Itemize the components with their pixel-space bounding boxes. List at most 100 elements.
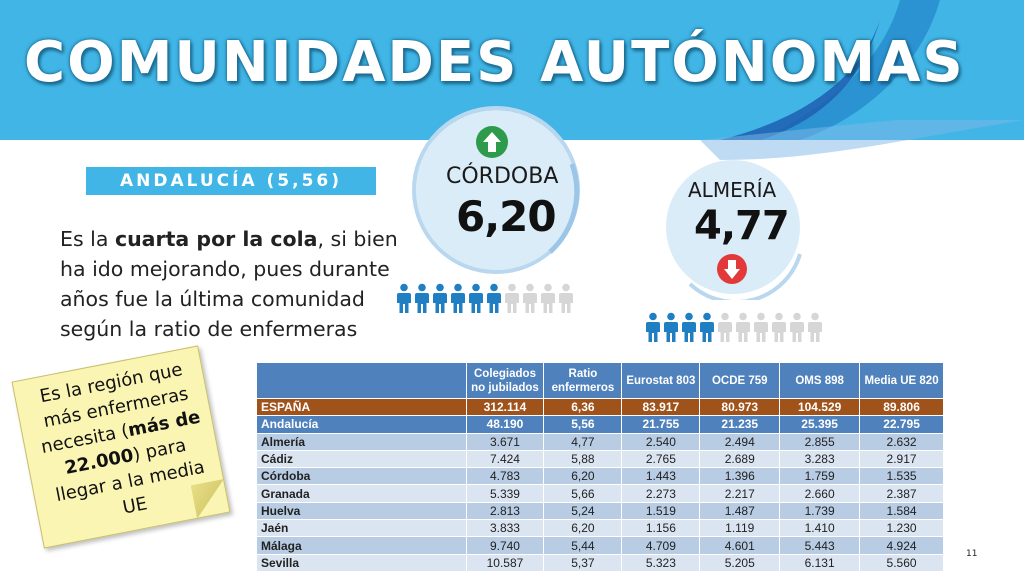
table-cell: 1.739 [779, 501, 861, 521]
person-icon [681, 312, 697, 346]
down-arrow-icon [717, 254, 747, 284]
table-cell: 4.924 [859, 536, 944, 555]
table-cell: 5.323 [621, 553, 701, 572]
description-part1: Es la [60, 227, 115, 251]
table-cell: 7.424 [465, 449, 545, 469]
table-cell: 312.114 [465, 397, 545, 417]
table-cell: 4.783 [465, 467, 545, 486]
sticky-note: Es la región que más enfermeras necesita… [11, 345, 231, 549]
header-curve [700, 120, 1024, 160]
table-cell: 22.795 [859, 415, 944, 434]
table-header: Ratio enfermeros [543, 362, 623, 399]
table-cell: 10.587 [465, 553, 545, 572]
table-cell: 1.156 [621, 519, 701, 538]
person-icon [396, 283, 412, 317]
circle-ring [688, 253, 802, 300]
table-row: Andalucía 48.190 5,56 21.755 21.235 25.395 22.… [256, 415, 944, 434]
people-ratio-cordoba [396, 283, 574, 317]
table-cell: 1.487 [699, 501, 781, 521]
page-title: COMUNIDADES AUTÓNOMAS [24, 30, 965, 95]
person-icon [450, 283, 466, 317]
description-text: Es la cuarta por la cola, si bien ha ido… [60, 224, 400, 344]
table-cell: 4.709 [621, 536, 701, 555]
table-cell: 3.283 [779, 449, 861, 469]
table-cell: 5.443 [779, 536, 861, 555]
table-cell: 6,20 [543, 519, 623, 538]
table-row: Málaga 9.740 5,44 4.709 4.601 5.443 4.924 [256, 536, 944, 555]
circle-ring [412, 106, 580, 274]
table-header: OCDE 759 [699, 362, 781, 399]
person-icon [663, 312, 679, 346]
table-cell: 6,36 [543, 397, 623, 417]
table-row-label: Córdoba [256, 467, 467, 486]
table-cell: 25.395 [779, 415, 861, 434]
table-header: Media UE 820 [859, 362, 944, 399]
table-header: OMS 898 [779, 362, 861, 399]
table-cell: 2.540 [621, 432, 701, 451]
table-cell: 2.494 [699, 432, 781, 451]
table-cell: 1.759 [779, 467, 861, 486]
person-icon [414, 283, 430, 317]
table-cell: 2.387 [859, 484, 944, 503]
table-cell: 5.560 [859, 553, 944, 572]
table-cell: 1.119 [699, 519, 781, 538]
table-cell: 2.273 [621, 484, 701, 503]
table-cell: 2.689 [699, 449, 781, 469]
table-row-label: Málaga [256, 536, 467, 555]
table-row: Jaén 3.833 6,20 1.156 1.119 1.410 1.230 [256, 519, 944, 538]
table-cell: 1.410 [779, 519, 861, 538]
table-row-label: ESPAÑA [256, 397, 467, 417]
table-cell: 1.535 [859, 467, 944, 486]
table-header: Eurostat 803 [621, 362, 701, 399]
table-cell: 48.190 [465, 415, 545, 434]
table-header: Colegiados no jubilados [465, 362, 545, 399]
table-row: Cádiz 7.424 5,88 2.765 2.689 3.283 2.917 [256, 449, 944, 469]
person-icon [504, 283, 520, 317]
highlight-value: 4,77 [694, 203, 790, 249]
table-cell: 3.671 [465, 432, 545, 451]
description-part2: , si bien ha ido mejorando, pues durante… [60, 227, 398, 341]
person-icon [522, 283, 538, 317]
person-icon [432, 283, 448, 317]
person-icon [789, 312, 805, 346]
table-cell: 6.131 [779, 553, 861, 572]
description-bold: cuarta por la cola [114, 227, 318, 251]
table-row-label: Jaén [256, 519, 467, 538]
people-ratio-almeria [645, 312, 823, 346]
region-label: ANDALUCÍA (5,56) [86, 167, 376, 195]
table-header-row: Colegiados no jubilados Ratio enfermeros… [256, 362, 944, 399]
person-icon [735, 312, 751, 346]
table-row-label: Granada [256, 484, 467, 503]
table-cell: 5.205 [699, 553, 781, 572]
person-icon [717, 312, 733, 346]
table-cell: 4.601 [699, 536, 781, 555]
table-cell: 1.443 [621, 467, 701, 486]
highlight-name: CÓRDOBA [446, 164, 559, 189]
table-row: Huelva 2.813 5,24 1.519 1.487 1.739 1.584 [256, 501, 944, 521]
table-cell: 3.833 [465, 519, 545, 538]
table-cell: 2.660 [779, 484, 861, 503]
table-cell: 2.632 [859, 432, 944, 451]
table-row: Córdoba 4.783 6,20 1.443 1.396 1.759 1.535 [256, 467, 944, 486]
swoosh-decoration [720, 0, 940, 140]
table-body: ESPAÑA 312.114 6,36 83.917 80.973 104.529 89.8… [256, 397, 944, 572]
table-cell: 2.217 [699, 484, 781, 503]
table-row: Granada 5.339 5,66 2.273 2.217 2.660 2.387 [256, 484, 944, 503]
table-row: Almería 3.671 4,77 2.540 2.494 2.855 2.632 [256, 432, 944, 451]
table-cell: 104.529 [779, 397, 861, 417]
table-cell: 1.519 [621, 501, 701, 521]
table-row-label: Almería [256, 432, 467, 451]
table-cell: 2.917 [859, 449, 944, 469]
table-cell: 4,77 [543, 432, 623, 451]
table-cell: 6,20 [543, 467, 623, 486]
person-icon [753, 312, 769, 346]
table-cell: 89.806 [859, 397, 944, 417]
table-cell: 80.973 [699, 397, 781, 417]
person-icon [699, 312, 715, 346]
person-icon [540, 283, 556, 317]
table-cell: 5,56 [543, 415, 623, 434]
table-cell: 5,44 [543, 536, 623, 555]
table-cell: 5,37 [543, 553, 623, 572]
table-cell: 2.765 [621, 449, 701, 469]
up-arrow-icon [476, 126, 508, 158]
